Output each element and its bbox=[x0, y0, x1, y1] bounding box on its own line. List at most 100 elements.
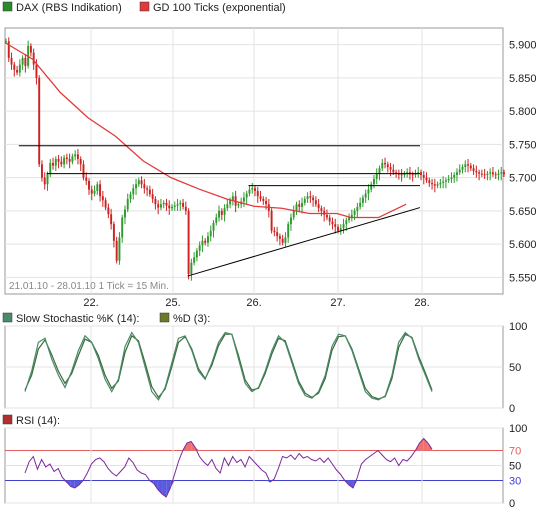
candle-body bbox=[453, 174, 456, 178]
candle-body bbox=[24, 57, 27, 66]
candle-body bbox=[251, 188, 254, 190]
candle-body bbox=[71, 156, 74, 162]
candle-body bbox=[265, 200, 268, 205]
candle-body bbox=[168, 205, 171, 209]
candle-body bbox=[110, 214, 113, 225]
candle-body bbox=[431, 182, 434, 185]
candle-body bbox=[497, 173, 500, 175]
candle-body bbox=[220, 210, 223, 215]
candle-body bbox=[49, 162, 52, 175]
rsi-legend-label: RSI (14): bbox=[16, 415, 60, 427]
candle-body bbox=[248, 189, 251, 194]
price-panel: 5.900 5.850 5.800 5.750 5.700 5.650 5.600 5.550… bbox=[4, 27, 537, 309]
date-tick-label: 26. bbox=[246, 297, 261, 309]
candle-body bbox=[65, 157, 68, 160]
candle-body bbox=[389, 166, 392, 170]
candle-body bbox=[284, 237, 287, 243]
candle-body bbox=[242, 197, 245, 202]
date-tick-label: 25. bbox=[165, 297, 180, 309]
candle-body bbox=[159, 204, 162, 208]
candle-body bbox=[287, 224, 290, 238]
candle-body bbox=[262, 198, 265, 201]
candle-body bbox=[146, 188, 149, 190]
candle-body bbox=[486, 173, 489, 175]
candle-body bbox=[273, 230, 276, 233]
candle-body bbox=[298, 204, 301, 207]
price-tick-label: 5.850 bbox=[509, 73, 537, 85]
candle-body bbox=[40, 164, 43, 178]
rsi-panel: RSI (14): 100 70 50 30 0 bbox=[2, 414, 527, 510]
stoch-d-legend-label: %D (3): bbox=[173, 313, 210, 325]
candle-body bbox=[270, 210, 273, 231]
candle-body bbox=[79, 159, 82, 165]
candle-body bbox=[201, 240, 204, 246]
candle-body bbox=[323, 210, 326, 215]
candle-body bbox=[18, 64, 21, 73]
rsi-tick-label: 50 bbox=[509, 461, 521, 473]
candle-body bbox=[21, 57, 24, 65]
candle-body bbox=[193, 257, 196, 263]
rsi-tick-label: 70 bbox=[509, 446, 521, 458]
candle-body bbox=[190, 262, 193, 275]
price-tick-label: 5.650 bbox=[509, 206, 537, 218]
candle-body bbox=[350, 214, 353, 218]
candle-body bbox=[414, 173, 417, 175]
candle-body bbox=[254, 188, 256, 191]
candle-body bbox=[13, 64, 16, 70]
candle-body bbox=[461, 166, 464, 170]
candle-body bbox=[57, 159, 60, 162]
candle-body bbox=[171, 206, 173, 209]
candle-body bbox=[121, 217, 124, 238]
candle-body bbox=[436, 184, 439, 186]
ma-legend-label: GD 100 Ticks (exponential) bbox=[153, 2, 286, 14]
candle-body bbox=[5, 41, 7, 43]
date-tick-label: 27. bbox=[330, 297, 345, 309]
stoch-k-line bbox=[24, 331, 433, 401]
candle-body bbox=[367, 189, 370, 194]
candle-body bbox=[76, 154, 79, 160]
candle-body bbox=[306, 196, 309, 199]
candle-body bbox=[231, 196, 234, 201]
candle-body bbox=[126, 198, 129, 210]
candle-body bbox=[503, 172, 505, 175]
candle-body bbox=[176, 204, 179, 206]
rsi-tick-label: 30 bbox=[509, 476, 521, 488]
candle-body bbox=[29, 45, 32, 53]
rsi-oversold-fill bbox=[74, 480, 79, 488]
candle-body bbox=[278, 236, 281, 239]
rsi-tick-label: 100 bbox=[509, 423, 527, 435]
candle-body bbox=[212, 222, 215, 231]
rsi-oversold-fill bbox=[170, 480, 175, 488]
price-tick-label: 5.600 bbox=[509, 239, 537, 251]
candle-body bbox=[187, 210, 190, 275]
candle-body bbox=[154, 198, 157, 205]
candle-body bbox=[256, 190, 259, 197]
price-tick-label: 5.750 bbox=[509, 139, 537, 151]
candle-body bbox=[140, 180, 143, 185]
candle-body bbox=[107, 207, 110, 215]
candle-body bbox=[361, 197, 364, 203]
candle-body bbox=[422, 174, 425, 178]
candle-body bbox=[447, 178, 450, 181]
candle-body bbox=[215, 217, 218, 223]
candle-body bbox=[68, 159, 71, 162]
stoch-tick-label: 100 bbox=[509, 321, 527, 333]
candle-body bbox=[135, 184, 138, 189]
candle-body bbox=[7, 41, 10, 58]
candle-body bbox=[328, 217, 331, 222]
candle-body bbox=[157, 204, 160, 208]
candle-body bbox=[52, 162, 55, 166]
candle-body bbox=[331, 221, 334, 225]
candle-body bbox=[179, 202, 182, 205]
candle-body bbox=[292, 210, 295, 218]
rsi-oversold-fill bbox=[348, 480, 354, 488]
candle-body bbox=[433, 184, 436, 186]
candle-body bbox=[96, 184, 99, 191]
date-tick-label: 22. bbox=[83, 297, 98, 309]
candle-body bbox=[60, 161, 63, 165]
rsi-legend-swatch bbox=[2, 414, 13, 425]
period-note: 21.01.10 - 28.01.10 1 Tick = 15 Min. bbox=[9, 281, 169, 292]
candle-body bbox=[148, 189, 151, 195]
ma-legend-swatch bbox=[139, 1, 150, 12]
candle-body bbox=[478, 172, 481, 174]
